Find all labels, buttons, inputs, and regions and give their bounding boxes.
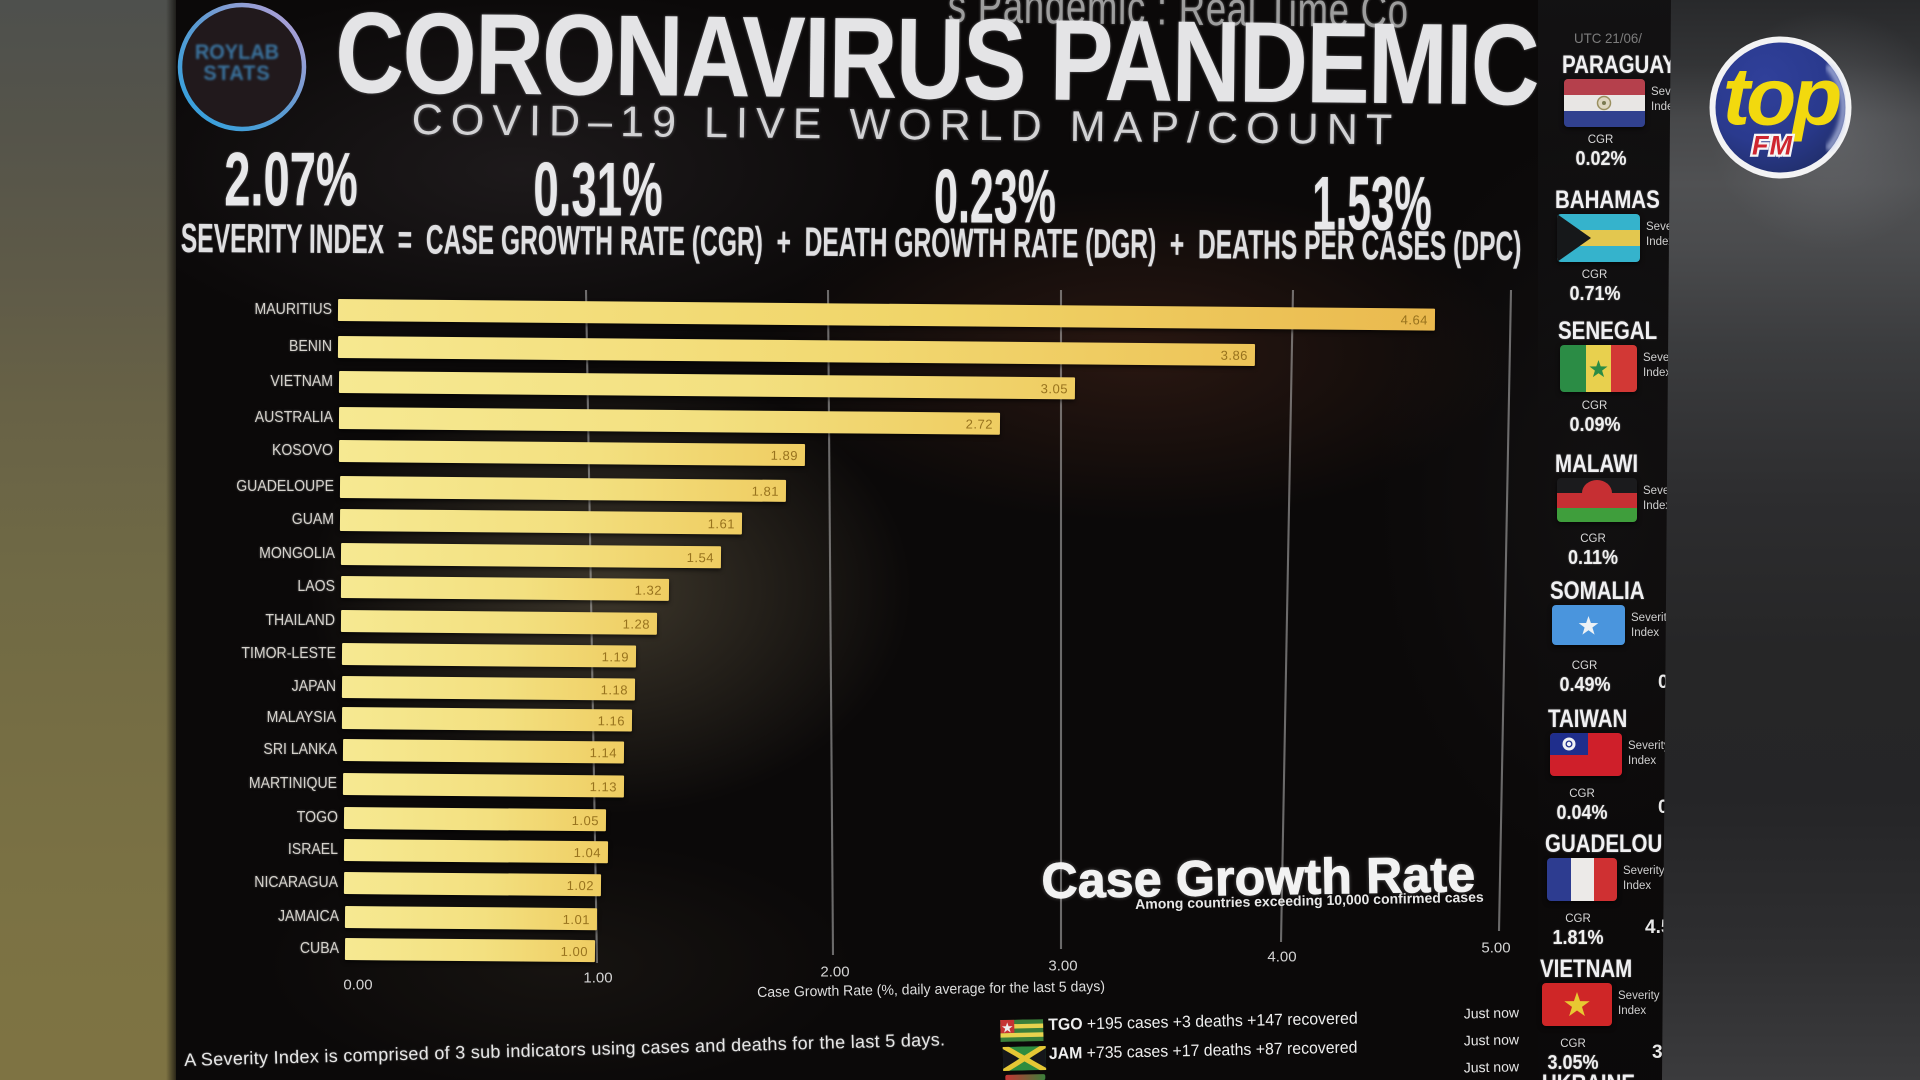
svg-text:top: top	[1723, 52, 1840, 143]
svg-text:STATS: STATS	[203, 62, 270, 86]
svg-text:ROYLAB: ROYLAB	[195, 41, 279, 65]
svg-text:FM: FM	[1752, 131, 1793, 161]
